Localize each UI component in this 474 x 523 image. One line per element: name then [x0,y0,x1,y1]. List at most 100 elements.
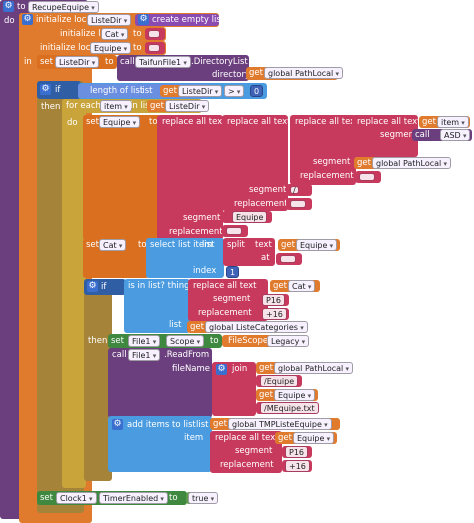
split-block[interactable]: split text at [223,238,275,266]
mutator-gear-icon[interactable]: ⚙ [138,14,149,25]
string-value-field[interactable] [148,44,160,52]
string-value-field[interactable]: Equipe [232,211,268,223]
property-field[interactable]: TimerEnabled [99,492,168,504]
var-name-field[interactable]: ListeDir [178,85,223,97]
string-value-field[interactable]: P16 [262,294,286,306]
component-field[interactable]: TaifunFile1 [135,56,191,68]
var-name-field[interactable]: global PathLocal [372,157,451,169]
string-block[interactable] [355,171,381,183]
get-item[interactable]: get item [419,116,470,128]
if-block-inner[interactable] [84,279,112,481]
var-name-field[interactable]: Equipe [99,116,141,128]
var-name-field[interactable]: global TMPListeEquipe [228,418,332,430]
init-local-cat[interactable]: initialize local Cat to [58,27,166,41]
string-value-field[interactable]: P16 [285,446,309,458]
string-block[interactable]: P16 [282,446,312,458]
mutator-gear-icon[interactable]: ⚙ [22,14,33,25]
replace-all-text-block-0[interactable]: replace all text segment [352,115,421,157]
mutator-gear-icon[interactable]: ⚙ [3,1,14,12]
is-in-list-block[interactable]: is in list? thing list [124,279,190,333]
item-var-field[interactable]: item [100,100,132,112]
set-listedir-block[interactable]: set ListeDir to [37,55,117,69]
scope-value-field[interactable]: Legacy [267,335,310,347]
string-block[interactable]: +16 [259,308,289,320]
procedure-name-field[interactable]: RecupeEquipe [28,1,99,13]
var-name-field[interactable]: Equipe [274,389,316,401]
mutator-gear-icon[interactable]: ⚙ [112,419,123,430]
component-field[interactable]: File1 [128,349,161,361]
number-field[interactable]: 1 [226,266,240,278]
get-listedir[interactable]: get ListeDir [160,85,223,97]
string-block[interactable]: / [286,184,312,196]
component-field[interactable]: ASD [440,129,471,141]
set-file-scope-block[interactable]: set File1 Scope to [108,334,222,348]
replace-all-text-block-3[interactable]: replace all text segment replacement [157,115,226,240]
string-value-field[interactable] [226,227,242,235]
filescope-block[interactable]: FileScope Legacy [222,335,310,347]
for-each-block[interactable] [62,99,86,488]
var-name-field[interactable]: ListeDir [55,56,100,68]
if-header[interactable]: ⚙ if [37,81,81,99]
string-block[interactable]: /MEquipe.txt [256,402,319,414]
var-name-field[interactable]: Cat [99,239,127,251]
string-value-field[interactable]: +16 [285,460,310,472]
select-list-item-block[interactable]: select list item list index [146,238,224,278]
replace-all-text-block[interactable]: replace all text segment replacement [210,431,282,473]
string-block[interactable] [222,225,248,237]
boolean-true-block[interactable]: true [186,492,219,504]
procedure-header[interactable]: ⚙ to RecupeEquipe [0,0,99,14]
get-global-tmplisteequipe[interactable]: get global TMPListeEquipe [210,418,340,430]
var-name-field[interactable]: Equipe [293,432,335,444]
string-value-field[interactable]: /Equipe [260,375,299,387]
property-field[interactable]: Scope [166,335,205,347]
empty-string-block[interactable] [145,42,165,54]
var-name-field[interactable]: global PathLocal [264,67,343,79]
get-equipe[interactable]: get Equipe [275,432,337,444]
get-global-pathlocal[interactable]: get global PathLocal [354,157,451,169]
get-equipe[interactable]: get Equipe [278,239,340,251]
var-name-field[interactable]: item [437,116,469,128]
empty-string-block[interactable] [145,28,165,40]
replace-all-text-block[interactable]: replace all text segment replacement [188,279,268,321]
if-header[interactable]: ⚙ if [84,279,126,295]
create-empty-list-block[interactable]: ⚙ create empty list [135,14,224,26]
string-block[interactable]: Equipe [222,211,272,223]
var-name-field[interactable]: Equipe [296,239,338,251]
set-cat-block[interactable]: set Cat to [83,238,149,278]
get-cat[interactable]: get Cat [270,280,320,292]
var-name-field[interactable]: Cat [288,280,316,292]
component-field[interactable]: File1 [128,335,161,347]
call-directorylist-block[interactable]: call TaifunFile1 .DirectoryList director… [117,55,275,81]
replace-all-text-block-2[interactable]: replace all text segment replacement [222,115,291,211]
number-field[interactable]: 0 [250,85,264,97]
string-value-field[interactable]: +16 [262,308,287,320]
var-name-field[interactable]: global PathLocal [274,362,353,374]
call-asd-block[interactable]: call ASD [412,129,472,141]
replace-all-text-block-1[interactable]: replace all text segment replacement [290,115,359,185]
string-value-field[interactable] [290,200,306,208]
string-block[interactable]: +16 [282,460,312,472]
component-field[interactable]: Clock1 [56,492,97,504]
mutator-gear-icon[interactable]: ⚙ [216,364,227,375]
set-clock-timerenabled-block[interactable]: set Clock1 TimerEnabled to [37,491,187,505]
string-block[interactable]: P16 [259,294,289,306]
mutator-gear-icon[interactable]: ⚙ [40,84,51,95]
string-value-field[interactable] [359,173,375,181]
var-name-field[interactable]: ListeDir [165,100,210,112]
operator-dropdown[interactable]: > [224,85,245,97]
add-items-to-list-block[interactable]: ⚙ add items to list list item [108,416,212,472]
var-name-field[interactable]: Cat [101,28,129,40]
var-name-field[interactable]: ListeDir [87,14,132,26]
boolean-dropdown[interactable]: true [188,492,219,504]
get-global-listecategories[interactable]: get global ListeCategories [187,321,308,333]
set-equipe-block[interactable]: set Equipe to [83,115,161,240]
string-value-field[interactable]: / [290,186,299,195]
get-equipe[interactable]: get Equipe [256,389,318,401]
get-listedir[interactable]: get ListeDir [147,100,210,112]
string-block[interactable]: /Equipe [256,375,302,387]
string-block[interactable] [276,253,302,265]
string-block[interactable] [286,198,312,210]
call-readfrom-block[interactable]: call File1 .ReadFrom fileName [108,348,212,418]
get-global-pathlocal[interactable]: get global PathLocal [246,67,343,80]
var-name-field[interactable]: global ListeCategories [205,321,308,333]
